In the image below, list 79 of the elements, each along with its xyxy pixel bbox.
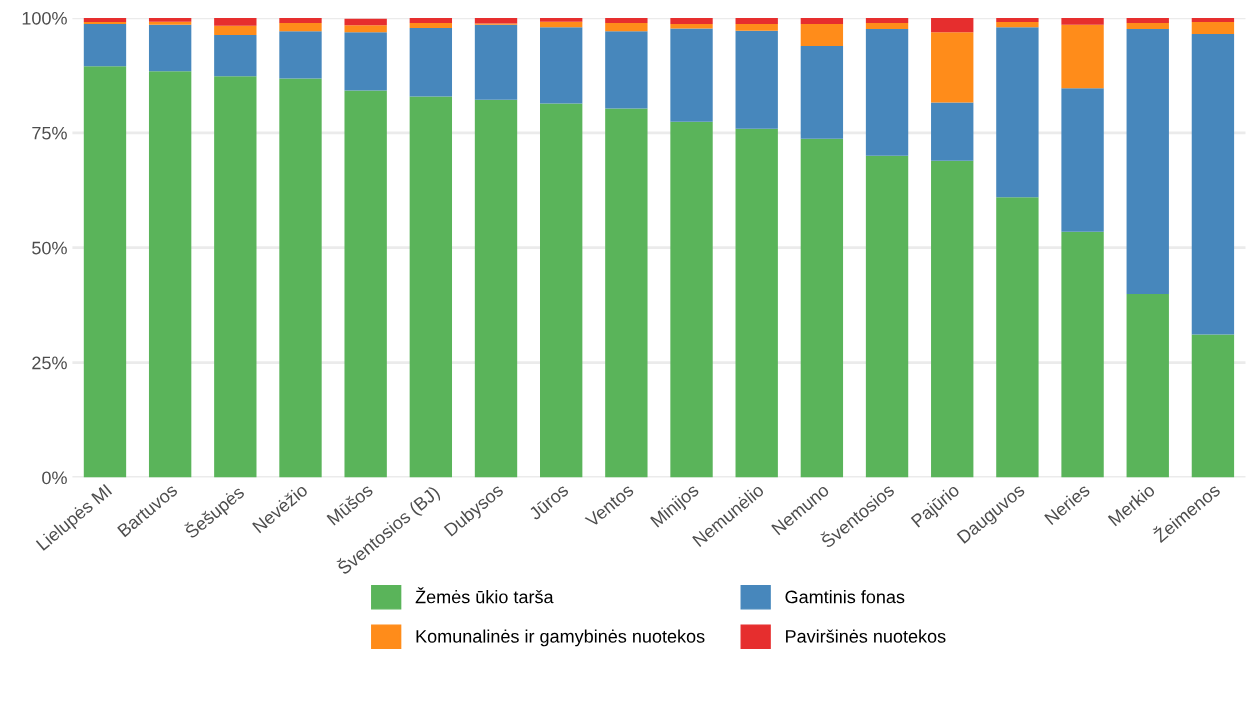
bar <box>670 17 713 24</box>
bar <box>931 160 974 478</box>
bar <box>279 17 322 23</box>
bar <box>1061 17 1104 25</box>
bar <box>540 103 583 478</box>
bar <box>214 25 257 35</box>
bar <box>1126 294 1169 478</box>
bar <box>148 21 192 25</box>
bar <box>214 34 257 77</box>
bar <box>474 99 518 478</box>
bar <box>605 108 648 478</box>
bar <box>540 21 583 28</box>
bar <box>996 197 1039 478</box>
bar <box>735 17 778 24</box>
bar <box>344 18 387 26</box>
bar <box>865 155 909 478</box>
bar <box>409 28 453 97</box>
bar <box>865 17 909 23</box>
bar <box>670 28 713 122</box>
legend-label: Žemės ūkio tarša <box>415 587 554 604</box>
bar <box>931 32 974 103</box>
bar <box>865 23 909 29</box>
y-tick-label: 25% <box>32 356 67 370</box>
bar <box>1191 334 1235 478</box>
bar <box>1126 28 1169 295</box>
bar <box>279 31 322 79</box>
bar <box>83 66 127 478</box>
bar <box>409 17 453 23</box>
bar <box>800 17 844 24</box>
bar <box>800 45 844 139</box>
bar <box>1061 24 1104 89</box>
bar <box>83 17 127 23</box>
bar <box>474 24 518 100</box>
bar <box>279 23 322 32</box>
bar <box>605 17 648 23</box>
bar <box>735 23 778 31</box>
bar <box>148 17 192 22</box>
bar <box>931 102 974 161</box>
bar <box>996 17 1039 23</box>
bar <box>148 71 192 478</box>
bar <box>344 32 387 91</box>
bar <box>1191 22 1235 35</box>
bar <box>409 23 453 29</box>
legend-label: Gamtinis fonas <box>785 590 905 604</box>
bar <box>800 138 844 478</box>
y-tick-label: 0% <box>42 471 67 485</box>
bar <box>1061 88 1104 232</box>
bar <box>735 128 778 478</box>
legend-label: Komunalinės ir gamybinės nuotekos <box>416 629 705 647</box>
bar <box>344 25 387 33</box>
y-tick-label: 50% <box>32 241 67 255</box>
y-tick-label: 100% <box>22 11 67 25</box>
bar <box>540 17 583 22</box>
bar <box>670 23 713 29</box>
bar <box>670 121 713 478</box>
bar <box>1191 17 1235 23</box>
bar <box>1191 34 1235 335</box>
bar <box>214 17 257 26</box>
bar <box>735 30 778 129</box>
bar <box>540 27 583 104</box>
legend-label: Paviršinės nuotekos <box>786 629 946 643</box>
bar <box>474 17 518 24</box>
bar <box>800 23 844 46</box>
y-tick-label: 75% <box>32 126 67 140</box>
bar <box>344 90 387 478</box>
bar <box>1126 23 1169 29</box>
bar <box>996 27 1039 198</box>
bar <box>996 22 1039 28</box>
bar <box>605 31 648 109</box>
bar <box>931 17 974 33</box>
bar <box>1126 17 1169 23</box>
bar <box>865 28 909 156</box>
bar <box>148 24 192 72</box>
bar <box>1061 231 1104 478</box>
bar <box>409 96 453 478</box>
bar <box>214 76 257 478</box>
bar <box>279 78 322 478</box>
bar <box>83 23 127 67</box>
bar <box>605 23 648 32</box>
